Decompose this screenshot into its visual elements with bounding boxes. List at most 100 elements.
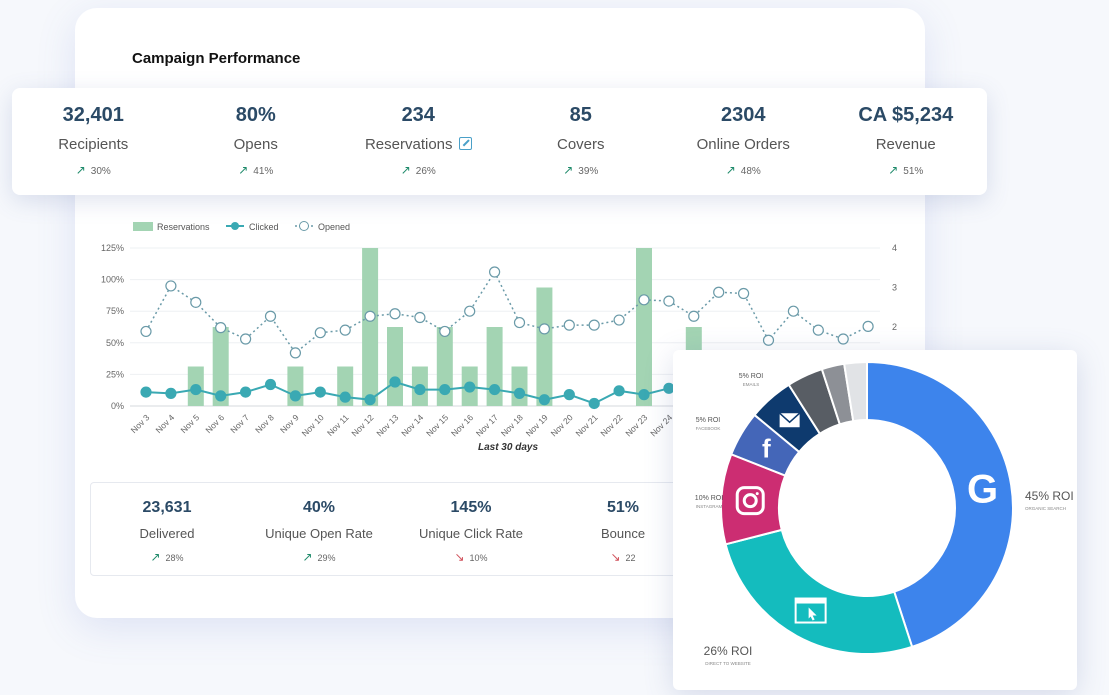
slice-label: 45% ROI bbox=[1025, 489, 1074, 503]
clicked-point bbox=[264, 378, 277, 391]
clicked-point bbox=[240, 386, 252, 398]
x-tick-label: Nov 21 bbox=[573, 412, 599, 438]
opened-line bbox=[145, 270, 869, 355]
slice-sublabel: ORGANIC SEARCH bbox=[1025, 506, 1066, 511]
clicked-point bbox=[190, 383, 202, 396]
roi-donut-card: G 45% ROI ORGANIC SEARCH 26% ROI DIRECT TO W… bbox=[673, 350, 1077, 690]
clicked-point bbox=[464, 381, 476, 393]
opened-point bbox=[688, 310, 700, 322]
x-tick-label: Nov 3 bbox=[129, 412, 152, 435]
y-right-tick-label: 2 bbox=[892, 322, 897, 332]
slice-sublabel: FACEBOOK bbox=[696, 426, 721, 431]
x-tick-label: Nov 6 bbox=[203, 412, 226, 435]
x-axis-title: Last 30 days bbox=[478, 442, 538, 453]
external-link-icon[interactable] bbox=[458, 137, 472, 150]
website-click-icon bbox=[794, 597, 827, 624]
opened-point bbox=[314, 327, 326, 339]
opened-point bbox=[414, 311, 426, 324]
kpi-reservations: 234 Reservations ↗ 26% bbox=[337, 88, 500, 195]
slice-label: 10% ROI bbox=[695, 495, 723, 502]
y-right-tick-label: 4 bbox=[892, 243, 897, 253]
slice-sublabel: DIRECT TO WEBSITE bbox=[705, 661, 751, 666]
opened-point bbox=[812, 324, 824, 336]
slice-label: 26% ROI bbox=[704, 644, 753, 658]
kpi-trend: 30% bbox=[90, 166, 111, 177]
clicked-point bbox=[439, 383, 451, 396]
stat-delivered: 23,631 Delivered ↗ 28% bbox=[91, 483, 243, 575]
kpi-revenue: CA $5,234 Revenue ↗ 51% bbox=[825, 88, 988, 195]
trend-up-icon: ↗ bbox=[400, 163, 411, 177]
x-tick-label: Nov 4 bbox=[154, 412, 177, 435]
kpi-label: Reservations bbox=[364, 136, 453, 153]
stat-trend: 10% bbox=[469, 553, 488, 563]
opened-point bbox=[364, 310, 376, 322]
slice-label: 5% ROI bbox=[739, 373, 764, 380]
stat-unique-open-rate: 40% Unique Open Rate ↗ 29% bbox=[243, 483, 395, 575]
opened-point bbox=[862, 320, 874, 332]
x-tick-label: Nov 19 bbox=[524, 412, 550, 438]
opened-point bbox=[762, 334, 775, 346]
x-tick-label: Nov 24 bbox=[648, 412, 674, 438]
opened-point bbox=[787, 305, 800, 317]
stat-label: Unique Click Rate bbox=[418, 526, 524, 541]
y-tick-label: 50% bbox=[106, 338, 124, 348]
clicked-point bbox=[513, 387, 526, 399]
x-tick-label: Nov 7 bbox=[228, 412, 251, 435]
clicked-point bbox=[489, 383, 501, 396]
x-tick-label: Nov 22 bbox=[598, 412, 624, 438]
clicked-point bbox=[538, 394, 551, 406]
opened-point bbox=[190, 296, 202, 308]
page-title: Campaign Performance bbox=[132, 50, 301, 67]
opened-point bbox=[439, 325, 451, 338]
x-tick-label: Nov 13 bbox=[374, 412, 400, 438]
opened-point bbox=[339, 324, 351, 336]
stat-value: 145% bbox=[450, 499, 492, 516]
trend-up-icon: ↗ bbox=[302, 550, 313, 564]
cursor bbox=[808, 607, 817, 621]
opened-point bbox=[215, 322, 227, 334]
x-tick-label: Nov 9 bbox=[278, 412, 301, 435]
instagram-dot bbox=[755, 492, 759, 496]
reservations-bar bbox=[387, 327, 403, 406]
mail-flap bbox=[779, 412, 801, 424]
opened-point bbox=[663, 295, 675, 307]
x-tick-label: Nov 11 bbox=[325, 412, 351, 438]
opened-point bbox=[737, 287, 750, 300]
kpi-value: 2304 bbox=[721, 104, 766, 126]
x-tick-label: Nov 16 bbox=[449, 412, 475, 438]
legend-marker-opened bbox=[299, 221, 309, 231]
kpi-value: 32,401 bbox=[62, 104, 124, 126]
stats-box: 23,631 Delivered ↗ 28% 40% Unique Open Rate ↗… bbox=[90, 482, 700, 576]
opened-point bbox=[588, 319, 600, 331]
donut-slice bbox=[866, 360, 1014, 649]
stat-value: 40% bbox=[302, 499, 336, 516]
opened-point bbox=[563, 319, 575, 331]
reservations-bar bbox=[536, 287, 553, 406]
instagram-icon bbox=[735, 486, 765, 516]
clicked-point bbox=[165, 387, 177, 399]
opened-point bbox=[264, 310, 277, 322]
opened-point bbox=[489, 266, 501, 278]
stat-unique-click-rate: 145% Unique Click Rate ↘ 10% bbox=[395, 483, 547, 575]
opened-point bbox=[638, 294, 650, 306]
mail-icon bbox=[779, 412, 801, 428]
opened-point bbox=[289, 347, 301, 359]
kpi-trend: 41% bbox=[253, 166, 274, 177]
clicked-point bbox=[339, 391, 351, 403]
clicked-point bbox=[563, 389, 575, 401]
clicked-line bbox=[145, 380, 670, 405]
kpi-online-orders: 2304 Online Orders ↗ 48% bbox=[662, 88, 825, 195]
clicked-point bbox=[414, 383, 426, 396]
stat-value: 23,631 bbox=[142, 499, 192, 516]
trend-up-icon: ↗ bbox=[725, 163, 736, 177]
y-tick-label: 25% bbox=[106, 369, 124, 379]
stat-trend: 22 bbox=[625, 553, 636, 563]
clicked-point bbox=[140, 386, 152, 398]
kpi-value: 85 bbox=[569, 104, 592, 126]
opened-point bbox=[389, 308, 401, 320]
x-tick-label: Nov 18 bbox=[499, 412, 525, 438]
legend-marker-clicked bbox=[231, 222, 239, 230]
facebook-icon: f bbox=[762, 433, 771, 463]
clicked-point bbox=[638, 389, 650, 401]
